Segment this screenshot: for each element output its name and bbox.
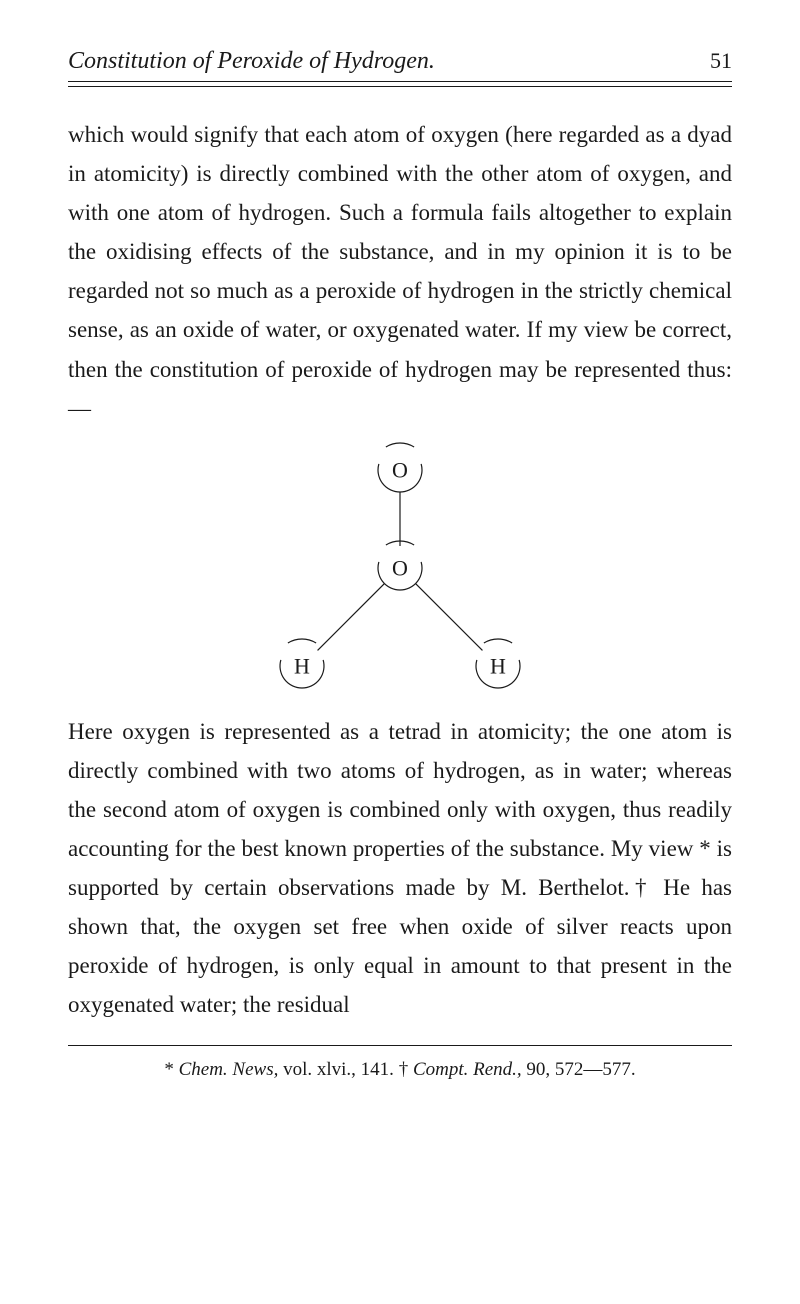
footnote-left-italic: Chem. News,: [179, 1059, 279, 1080]
diagram-node-label: O: [392, 457, 408, 482]
diagram-node-cap: [288, 639, 316, 643]
diagram-edge: [318, 583, 385, 650]
diagram-node-label: H: [490, 653, 506, 678]
page-number: 51: [710, 48, 732, 74]
para1-text: which would signify that each atom of ox…: [68, 122, 732, 421]
page-header: Constitution of Peroxide of Hydrogen. 51: [68, 48, 732, 82]
diagram-node-label: H: [294, 653, 310, 678]
footnote-left-rest: vol. xlvi., 141.: [278, 1059, 394, 1080]
header-rule: [68, 86, 732, 87]
footnote-right-marker: †: [399, 1059, 413, 1080]
peroxide-diagram: O O H H: [68, 438, 732, 698]
footnote-text: * Chem. News, vol. xlvi., 141. † Compt. …: [68, 1056, 732, 1085]
diagram-node-cap: [386, 443, 414, 447]
paragraph-1: which would signify that each atom of ox…: [68, 115, 732, 428]
diagram-svg: O O H H: [240, 438, 560, 698]
footnote-left-marker: *: [164, 1059, 178, 1080]
footnote-section: * Chem. News, vol. xlvi., 141. † Compt. …: [68, 1045, 732, 1085]
header-title: Constitution of Peroxide of Hydrogen.: [68, 48, 435, 75]
diagram-node-cap: [484, 639, 512, 643]
footnote-right-italic: Compt. Rend.,: [413, 1059, 522, 1080]
paragraph-2: Here oxygen is represented as a tetrad i…: [68, 712, 732, 1025]
footnote-right-rest: 90, 572—577.: [522, 1059, 636, 1080]
diagram-edge: [416, 583, 483, 650]
diagram-node-label: O: [392, 555, 408, 580]
para2-text: Here oxygen is represented as a tetrad i…: [68, 719, 732, 1018]
